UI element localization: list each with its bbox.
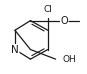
Text: OH: OH <box>62 55 76 64</box>
Text: O: O <box>60 16 68 26</box>
Text: Cl: Cl <box>43 5 52 14</box>
Text: N: N <box>11 45 19 55</box>
